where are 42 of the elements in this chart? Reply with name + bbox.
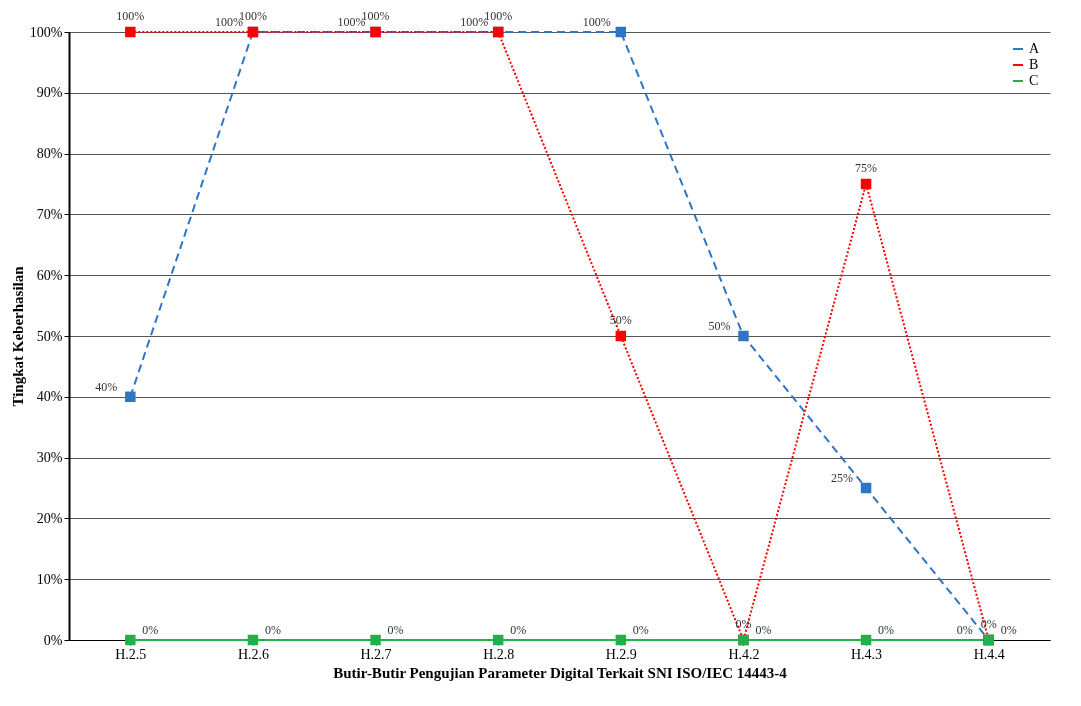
legend-label: B — [1029, 57, 1039, 72]
data-label: 0% — [956, 623, 973, 637]
data-label: 0% — [878, 623, 895, 637]
y-tick-label: 10% — [36, 571, 63, 587]
y-tick-label: 80% — [36, 146, 63, 162]
legend-label: C — [1029, 73, 1039, 88]
data-label: 100% — [582, 15, 611, 29]
y-tick-label: 20% — [36, 510, 63, 526]
x-tick-label: H.2.8 — [483, 646, 515, 662]
y-axis-title: Tingkat Keberhasilan — [9, 265, 26, 407]
x-tick-label: H.4.2 — [728, 646, 760, 662]
x-tick-label: H.2.5 — [115, 646, 147, 662]
data-label: 100% — [116, 9, 145, 23]
x-tick-label: H.2.7 — [360, 646, 392, 662]
x-axis-title: Butir-Butir Pengujian Parameter Digital Terkait SNI ISO/IEC 14443-4 — [333, 664, 788, 681]
y-tick-label: 60% — [36, 267, 63, 283]
data-label: 0% — [1000, 623, 1017, 637]
data-label: 0% — [755, 623, 772, 637]
data-label: 0% — [632, 623, 649, 637]
y-tick-label: 50% — [36, 328, 63, 344]
y-tick-label: 40% — [36, 389, 63, 405]
x-tick-label: H.2.6 — [237, 646, 269, 662]
y-tick-label: 0% — [43, 632, 63, 648]
y-tick-label: 90% — [36, 85, 63, 101]
data-label: 0% — [264, 623, 281, 637]
data-label: 0% — [735, 617, 752, 631]
data-label: 50% — [609, 313, 632, 327]
data-label: 0% — [980, 617, 997, 631]
y-tick-label: 70% — [36, 206, 63, 222]
x-tick-label: H.4.3 — [851, 646, 883, 662]
data-label: 75% — [855, 161, 878, 175]
data-label: 0% — [387, 623, 404, 637]
data-label: 0% — [142, 623, 159, 637]
y-tick-label: 30% — [36, 450, 63, 466]
x-tick-label: H.4.4 — [973, 646, 1005, 662]
legend-label: A — [1029, 41, 1040, 56]
data-label: 0% — [510, 623, 527, 637]
data-label: 40% — [95, 379, 118, 394]
data-label: 25% — [831, 471, 854, 485]
y-tick-label: 100% — [29, 24, 63, 40]
x-tick-label: H.2.9 — [605, 646, 637, 662]
data-label: 50% — [708, 319, 731, 333]
